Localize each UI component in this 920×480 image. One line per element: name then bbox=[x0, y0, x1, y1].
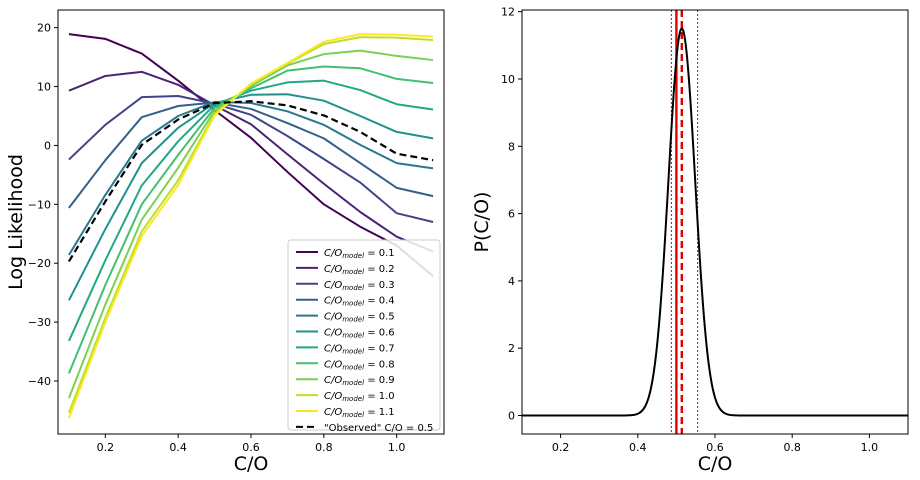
log-likelihood-panel: 0.2 0.4 0.6 0.8 1.0 −40 −30 −20 −10 0 10 20 C/O Lo… bbox=[5, 9, 445, 475]
probability-panel: 0.2 0.4 0.6 0.8 1.0 0 2 4 6 8 10 12 C/O P(C/O) bbox=[471, 6, 909, 475]
y-tick-label: −30 bbox=[28, 316, 51, 329]
x-tick-label: 0.8 bbox=[315, 441, 333, 454]
series-line-11 bbox=[67, 100, 434, 263]
y-tick-label: 20 bbox=[37, 22, 51, 35]
x-tick-label: 0.6 bbox=[706, 441, 724, 454]
y-tick-label: −20 bbox=[28, 257, 51, 270]
y-tick-label: 2 bbox=[508, 342, 515, 355]
x-tick-label: 0.8 bbox=[783, 441, 801, 454]
right-x-axis-label: C/O bbox=[698, 453, 733, 475]
right-plot-content bbox=[522, 10, 908, 434]
y-tick-label: 8 bbox=[508, 140, 515, 153]
series-line-10 bbox=[67, 33, 434, 419]
series-line-3 bbox=[68, 101, 434, 209]
y-tick-label: 4 bbox=[508, 275, 515, 288]
series-line-4 bbox=[68, 100, 434, 256]
right-x-ticks: 0.2 0.4 0.6 0.8 1.0 bbox=[552, 434, 878, 454]
legend-label: C/Omodel = 0.2 bbox=[324, 264, 395, 276]
legend-label: C/Omodel = 1.0 bbox=[324, 391, 395, 403]
legend-label: C/Omodel = 0.4 bbox=[324, 296, 395, 308]
legend-items: C/Omodel = 0.1 C/Omodel = 0.2 C/Omodel = 0… bbox=[296, 248, 433, 434]
y-tick-label: −10 bbox=[28, 198, 51, 211]
legend-label: C/Omodel = 0.7 bbox=[324, 343, 395, 355]
series-line-5 bbox=[68, 93, 434, 301]
series-line-0 bbox=[68, 33, 434, 277]
legend-label: C/Omodel = 0.1 bbox=[324, 248, 395, 260]
series-line-2 bbox=[68, 94, 434, 223]
left-y-axis-label: Log Likelihood bbox=[5, 154, 27, 290]
y-tick-label: 0 bbox=[44, 139, 51, 152]
legend-label: C/Omodel = 0.9 bbox=[324, 375, 395, 387]
x-tick-label: 1.0 bbox=[861, 441, 879, 454]
left-x-axis-label: C/O bbox=[234, 453, 269, 475]
y-tick-label: 0 bbox=[508, 409, 515, 422]
legend-box bbox=[287, 239, 441, 431]
legend-label: C/Omodel = 0.5 bbox=[324, 312, 395, 324]
legend-label: C/Omodel = 0.6 bbox=[324, 328, 395, 340]
x-tick-label: 0.2 bbox=[552, 441, 570, 454]
legend-label: C/Omodel = 1.1 bbox=[324, 407, 395, 419]
probability-curve bbox=[522, 27, 908, 417]
x-tick-label: 0.6 bbox=[242, 441, 260, 454]
right-y-axis-label: P(C/O) bbox=[471, 192, 493, 253]
series-line-7 bbox=[67, 65, 434, 374]
y-tick-label: 6 bbox=[508, 208, 515, 221]
left-x-ticks: 0.2 0.4 0.6 0.8 1.0 bbox=[97, 434, 406, 454]
left-series-lines bbox=[67, 33, 434, 419]
x-tick-label: 0.4 bbox=[629, 441, 647, 454]
x-tick-label: 0.4 bbox=[169, 441, 187, 454]
y-tick-label: 10 bbox=[37, 81, 51, 94]
x-tick-label: 0.2 bbox=[97, 441, 115, 454]
y-tick-label: −40 bbox=[28, 375, 51, 388]
legend: C/Omodel = 0.1 C/Omodel = 0.2 C/Omodel = 0… bbox=[287, 239, 441, 434]
y-tick-label: 12 bbox=[501, 6, 515, 19]
right-plot-background bbox=[522, 10, 908, 434]
legend-label: C/Omodel = 0.3 bbox=[324, 280, 395, 292]
x-tick-label: 1.0 bbox=[388, 441, 406, 454]
legend-label: "Observed" C/O = 0.5 bbox=[324, 423, 433, 434]
y-tick-label: 10 bbox=[501, 73, 515, 86]
series-line-6 bbox=[68, 79, 434, 342]
left-y-ticks: −40 −30 −20 −10 0 10 20 bbox=[28, 22, 58, 388]
series-line-8 bbox=[67, 49, 434, 399]
legend-label: C/Omodel = 0.8 bbox=[324, 359, 395, 371]
right-y-ticks: 0 2 4 6 8 10 12 bbox=[501, 6, 522, 422]
series-line-1 bbox=[68, 70, 434, 253]
